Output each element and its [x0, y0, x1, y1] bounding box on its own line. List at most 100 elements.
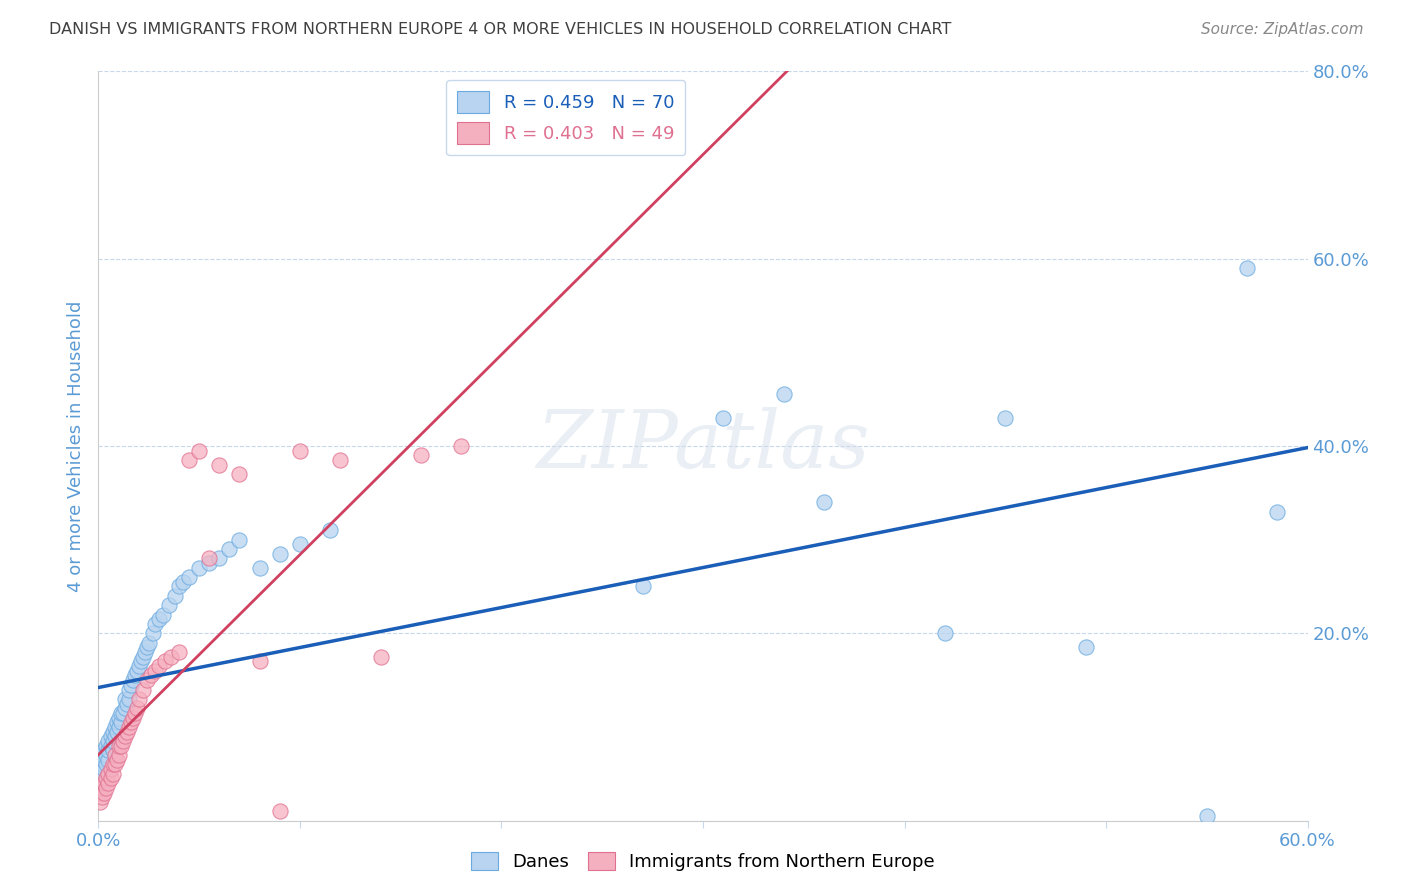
Point: [96, 747, 118, 762]
Point: [91, 790, 114, 805]
Point: [101, 724, 124, 739]
Point: [93, 743, 115, 757]
Point: [100, 772, 122, 786]
Point: [138, 635, 160, 649]
Point: [105, 724, 128, 739]
Point: [772, 387, 794, 401]
Point: [110, 706, 132, 720]
Point: [96, 739, 118, 753]
Point: [167, 580, 190, 594]
Point: [89, 786, 111, 800]
Point: [115, 724, 138, 739]
Point: [329, 453, 352, 467]
Point: [97, 767, 120, 781]
Point: [114, 730, 136, 744]
Point: [89, 795, 111, 809]
Point: [97, 776, 120, 790]
Point: [107, 720, 129, 734]
Point: [813, 495, 835, 509]
Point: [100, 730, 122, 744]
Point: [1074, 640, 1097, 655]
Point: [179, 570, 201, 584]
Point: [249, 655, 271, 669]
Point: [100, 739, 122, 753]
Point: [93, 776, 115, 790]
Point: [114, 692, 136, 706]
Point: [172, 574, 194, 589]
Point: [103, 730, 125, 744]
Point: [101, 734, 124, 748]
Point: [125, 701, 148, 715]
Point: [228, 467, 250, 482]
Point: [1195, 809, 1218, 823]
Point: [450, 439, 472, 453]
Point: [288, 443, 311, 458]
Point: [218, 542, 240, 557]
Point: [111, 706, 134, 720]
Point: [208, 458, 231, 472]
Point: [89, 757, 111, 772]
Point: [160, 649, 183, 664]
Point: [115, 697, 138, 711]
Point: [110, 739, 132, 753]
Point: [143, 617, 166, 632]
Point: [125, 664, 148, 678]
Point: [198, 556, 221, 570]
Point: [188, 561, 211, 575]
Point: [93, 786, 115, 800]
Point: [128, 692, 150, 706]
Point: [319, 524, 342, 538]
Point: [129, 655, 152, 669]
Point: [631, 580, 654, 594]
Point: [101, 757, 124, 772]
Point: [132, 649, 155, 664]
Point: [111, 734, 134, 748]
Point: [103, 747, 125, 762]
Point: [157, 599, 180, 613]
Point: [114, 701, 136, 715]
Point: [128, 659, 150, 673]
Point: [934, 626, 956, 640]
Point: [143, 664, 166, 678]
Point: [120, 715, 142, 730]
Point: [249, 561, 271, 575]
Point: [107, 747, 129, 762]
Point: [118, 720, 141, 734]
Point: [118, 682, 141, 697]
Point: [1236, 261, 1258, 276]
Point: [103, 720, 125, 734]
Point: [101, 743, 124, 757]
Point: [110, 715, 132, 730]
Point: [711, 411, 734, 425]
Point: [97, 753, 120, 767]
Point: [91, 747, 114, 762]
Point: [139, 668, 162, 682]
Point: [121, 673, 143, 688]
Point: [120, 678, 142, 692]
Point: [269, 805, 291, 819]
Point: [134, 645, 156, 659]
Point: [1267, 505, 1289, 519]
Point: [148, 612, 170, 626]
Point: [152, 607, 174, 622]
Point: [994, 411, 1017, 425]
Point: [103, 757, 125, 772]
Point: [93, 762, 115, 776]
Point: [153, 655, 176, 669]
Point: [269, 547, 291, 561]
Point: [179, 453, 201, 467]
Point: [370, 649, 392, 664]
Point: [91, 780, 114, 795]
Point: [97, 734, 120, 748]
Point: [105, 753, 128, 767]
Point: [96, 780, 118, 795]
Point: [105, 715, 128, 730]
Point: [107, 739, 129, 753]
Legend: Danes, Immigrants from Northern Europe: Danes, Immigrants from Northern Europe: [464, 845, 942, 879]
Point: [118, 692, 141, 706]
Point: [124, 706, 146, 720]
Point: [101, 767, 124, 781]
Point: [93, 753, 115, 767]
Point: [188, 443, 211, 458]
Text: DANISH VS IMMIGRANTS FROM NORTHERN EUROPE 4 OR MORE VEHICLES IN HOUSEHOLD CORREL: DANISH VS IMMIGRANTS FROM NORTHERN EUROP…: [49, 22, 952, 37]
